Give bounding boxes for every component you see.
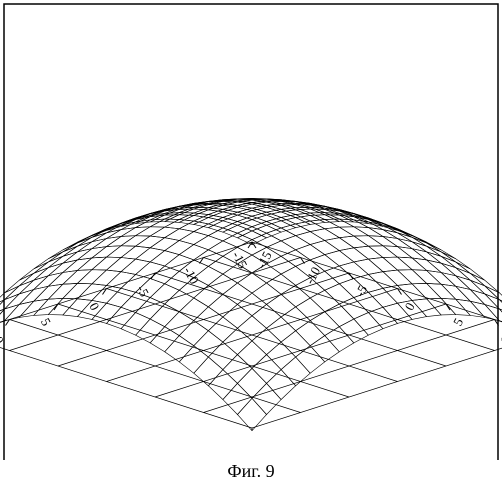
svg-text:5: 5 [38, 315, 54, 328]
surface-3d-chart: -2,2-2,0-1,8-1,6-1,4-1,2-1,0-0,8-0,6-0,4… [0, 0, 502, 460]
figure-caption: Фиг. 9 [0, 461, 502, 482]
figure-container: -2,2-2,0-1,8-1,6-1,4-1,2-1,0-0,8-0,6-0,4… [0, 0, 502, 500]
svg-text:5: 5 [450, 315, 466, 328]
surface-mesh [0, 198, 502, 430]
